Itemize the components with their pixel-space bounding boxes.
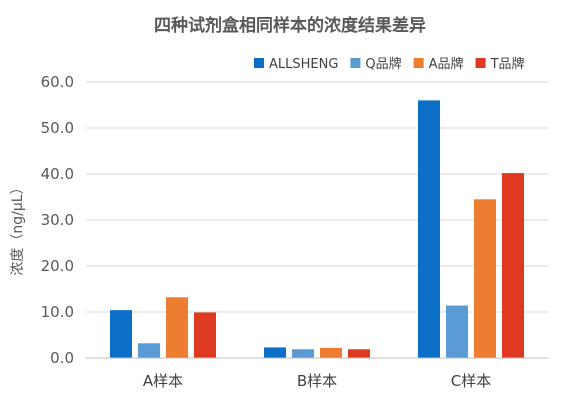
bar-T品牌-B样本 [348, 349, 370, 358]
y-tick-label: 40.0 [41, 165, 74, 183]
x-axis-categories: A样本 B样本 C样本 [143, 372, 491, 390]
y-tick-label: 30.0 [41, 211, 74, 229]
legend-swatch [254, 58, 264, 68]
bars [110, 100, 524, 359]
legend-swatch [475, 58, 486, 68]
legend-label: ALLSHENG [269, 57, 338, 72]
bar-ALLSHENG-C样本 [418, 100, 440, 359]
x-category-label: B样本 [297, 372, 337, 390]
bar-ALLSHENG-B样本 [264, 347, 286, 358]
bar-ALLSHENG-A样本 [110, 310, 132, 358]
y-tick-label: 50.0 [41, 119, 74, 137]
y-axis-label: 浓度（ng/μL） [10, 180, 26, 275]
legend-label: T品牌 [490, 56, 525, 72]
gridlines [86, 81, 548, 313]
chart-title: 四种试剂盒相同样本的浓度结果差异 [154, 15, 426, 36]
y-tick-label: 20.0 [41, 257, 74, 275]
bar-T品牌-A样本 [194, 312, 216, 358]
legend-swatch [413, 58, 424, 68]
y-axis-ticks: 0.0 10.0 20.0 30.0 40.0 50.0 60.0 [41, 73, 74, 367]
legend-swatch [350, 58, 361, 68]
bar-Q品牌-C样本 [446, 305, 468, 358]
legend-label: A品牌 [429, 56, 464, 72]
x-category-label: A样本 [143, 372, 183, 390]
bar-A品牌-B样本 [320, 347, 342, 358]
legend-label: Q品牌 [365, 56, 401, 72]
bar-A品牌-C样本 [474, 199, 496, 358]
bar-A品牌-A样本 [166, 297, 188, 358]
x-category-label: C样本 [451, 372, 491, 390]
y-tick-label: 0.0 [50, 349, 74, 367]
bar-Q品牌-B样本 [292, 349, 314, 358]
y-tick-label: 10.0 [41, 303, 74, 321]
bar-T品牌-C样本 [502, 173, 524, 358]
bar-Q品牌-A样本 [138, 343, 160, 358]
y-tick-label: 60.0 [41, 73, 74, 91]
legend: ALLSHENG Q品牌 A品牌 T品牌 [254, 56, 525, 72]
